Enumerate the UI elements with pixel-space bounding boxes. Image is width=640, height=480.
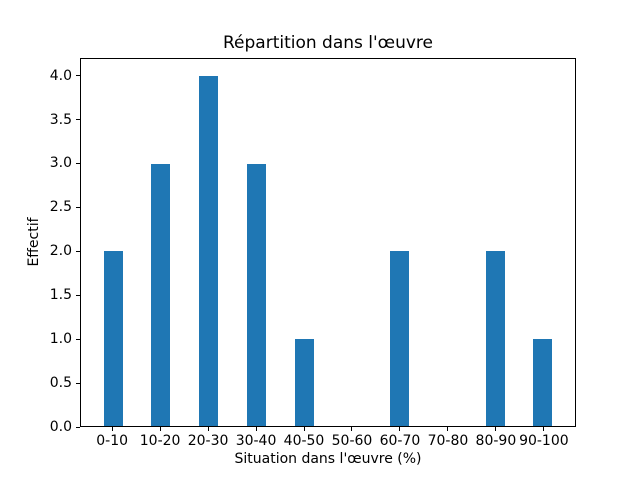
y-tick-mark (76, 426, 80, 428)
x-tick-mark (207, 427, 209, 431)
x-axis-label: Situation dans l'œuvre (%) (234, 451, 422, 467)
bar (246, 163, 266, 426)
x-tick-mark (399, 427, 401, 431)
x-tick-label: 40-50 (283, 433, 325, 449)
x-tick-label: 20-30 (187, 433, 229, 449)
y-tick-mark (76, 250, 80, 252)
x-tick-label: 50-60 (331, 433, 373, 449)
y-tick-mark (76, 75, 80, 77)
y-tick-label: 2.5 (49, 199, 72, 216)
bar (103, 251, 123, 426)
x-tick-label: 70-80 (427, 433, 469, 449)
y-tick-mark (76, 382, 80, 384)
bar (199, 76, 219, 426)
x-tick-mark (447, 427, 449, 431)
x-tick-label: 80-90 (475, 433, 517, 449)
y-tick-label: 3.0 (49, 155, 72, 172)
y-tick-mark (76, 294, 80, 296)
x-tick-mark (159, 427, 161, 431)
x-tick-mark (111, 427, 113, 431)
x-tick-label: 30-40 (235, 433, 277, 449)
x-tick-label: 0-10 (96, 433, 129, 449)
bar (390, 251, 410, 426)
y-tick-label: 1.0 (49, 331, 72, 348)
x-tick-label: 90-100 (519, 433, 569, 449)
y-tick-label: 3.5 (49, 111, 72, 128)
y-tick-mark (76, 338, 80, 340)
y-tick-mark (76, 206, 80, 208)
y-tick-label: 2.0 (49, 243, 72, 260)
y-tick-label: 1.5 (49, 287, 72, 304)
x-tick-label: 10-20 (139, 433, 181, 449)
y-tick-mark (76, 119, 80, 120)
y-tick-mark (76, 162, 80, 164)
plot-area (80, 58, 576, 427)
y-tick-label: 4.0 (49, 67, 72, 84)
chart-title: Répartition dans l'œuvre (222, 33, 433, 53)
x-tick-mark (255, 427, 257, 431)
y-tick-label: 0.0 (49, 419, 72, 435)
x-tick-label: 60-70 (379, 433, 421, 449)
x-tick-mark (495, 427, 497, 431)
bar (533, 338, 553, 426)
x-tick-mark (351, 427, 353, 431)
y-tick-label: 0.5 (49, 375, 72, 392)
bar (294, 338, 314, 426)
bar (485, 251, 505, 426)
x-tick-mark (543, 427, 545, 431)
bar (151, 163, 171, 426)
x-tick-mark (303, 427, 305, 431)
